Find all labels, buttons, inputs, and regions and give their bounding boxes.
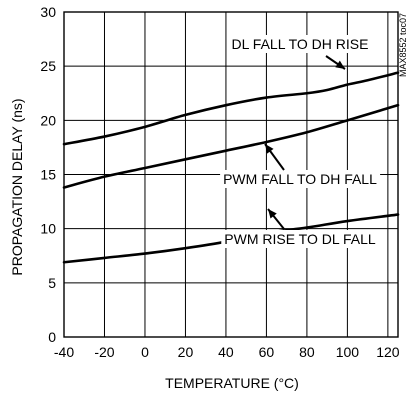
series-line-2 [62, 103, 400, 189]
x-tick-label: 120 [376, 344, 400, 360]
x-tick-label: 20 [178, 344, 194, 360]
y-tick-label: 30 [40, 4, 56, 20]
y-tick-label: 25 [40, 58, 56, 74]
y-tick-label: 5 [48, 275, 56, 291]
y-axis-label: PROPAGATION DELAY (ns) [9, 98, 25, 275]
x-tick-label: 0 [141, 344, 149, 360]
x-tick-label: 100 [336, 344, 360, 360]
series-label-2: PWM FALL TO DH FALL [223, 171, 377, 187]
tick-labels: -40 -20 0 20 40 60 80 100 120 0 5 10 15 20 25 30 [40, 4, 399, 360]
series-line-1 [62, 71, 400, 146]
plot-frame [63, 11, 399, 338]
y-tick-label: 10 [40, 221, 56, 237]
x-tick-label: -20 [94, 344, 114, 360]
watermark: MAX8552 toc07 [398, 13, 408, 77]
series-arrowhead-1 [335, 60, 345, 69]
y-tick-label: 0 [48, 329, 56, 345]
series-label-1: DL FALL TO DH RISE [232, 36, 369, 52]
x-axis-label: TEMPERATURE (°C) [165, 375, 299, 391]
y-tick-label: 15 [40, 167, 56, 183]
annotations: DL FALL TO DH RISE PWM FALL TO DH FALL PWM… [220, 35, 381, 248]
series-label-bg-2 [220, 170, 381, 188]
series-label-bg-1 [228, 35, 372, 53]
series-arrowhead-2 [265, 144, 274, 154]
x-tick-label: 40 [218, 344, 234, 360]
series-label-3: PWM RISE TO DL FALL [224, 231, 376, 247]
series-label-bg-3 [221, 230, 379, 248]
x-tick-label: 60 [259, 344, 275, 360]
series-arrowhead-3 [268, 209, 277, 219]
y-tick-label: 20 [40, 112, 56, 128]
x-tick-label: 80 [299, 344, 315, 360]
x-tick-label: -40 [54, 344, 74, 360]
